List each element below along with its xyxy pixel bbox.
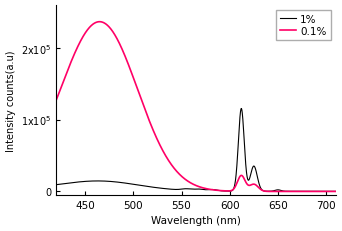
1% [173, 188, 177, 191]
1% [103, 180, 107, 183]
0.1% [86, 28, 90, 31]
1% [86, 180, 90, 183]
1% [298, 190, 302, 193]
0.1% [298, 190, 302, 193]
0.1% [174, 169, 178, 172]
0.1% [161, 151, 166, 154]
1% [54, 183, 58, 186]
Line: 0.1%: 0.1% [56, 23, 336, 191]
Legend: 1%, 0.1%: 1%, 0.1% [276, 11, 331, 41]
0.1% [54, 99, 58, 102]
0.1% [97, 21, 102, 24]
1% [239, 108, 244, 110]
Line: 1%: 1% [56, 109, 336, 191]
Y-axis label: Intensity counts(a.u): Intensity counts(a.u) [5, 50, 15, 151]
0.1% [334, 190, 338, 193]
1% [334, 190, 338, 193]
0.1% [328, 190, 332, 193]
X-axis label: Wavelength (nm): Wavelength (nm) [151, 216, 241, 225]
1% [161, 187, 166, 190]
0.1% [103, 23, 107, 26]
1% [328, 190, 332, 193]
